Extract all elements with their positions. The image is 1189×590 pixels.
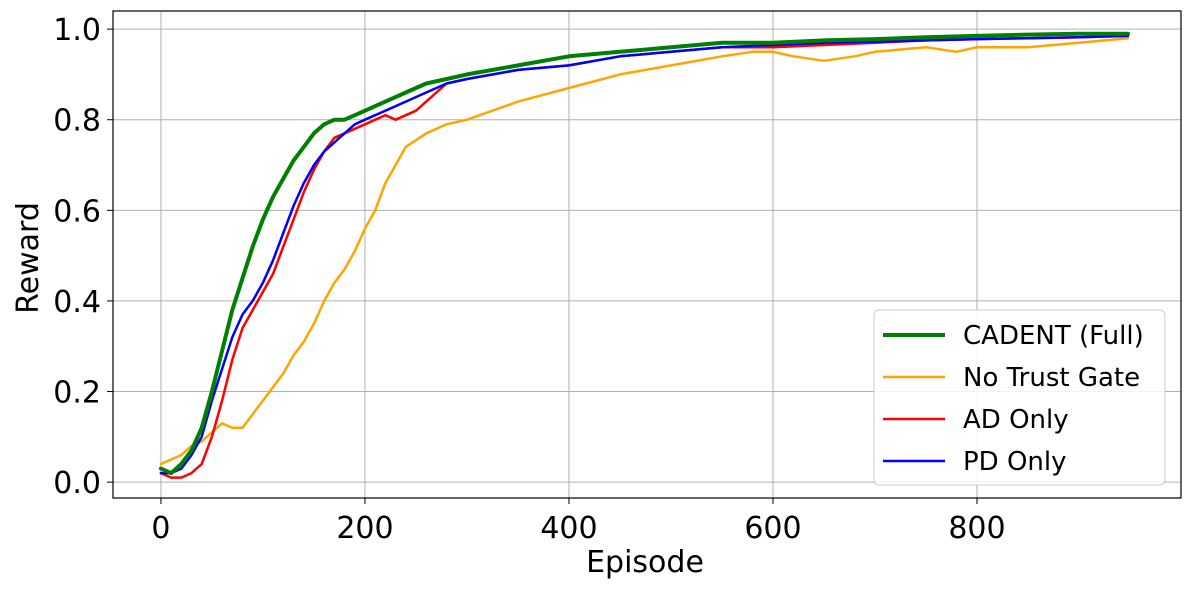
y-tick-label: 0.6 xyxy=(53,194,101,229)
plot-frame xyxy=(112,10,1182,499)
x-tick-label: 200 xyxy=(336,511,393,546)
legend-label-0: CADENT (Full) xyxy=(963,321,1144,351)
series-line-3 xyxy=(159,34,1130,475)
x-tick-label: 0 xyxy=(151,511,170,546)
x-tick-label: 800 xyxy=(948,511,1005,546)
y-tick-label: 1.0 xyxy=(53,13,101,48)
legend: CADENT (Full) No Trust Gate AD Only PD Only xyxy=(873,309,1166,486)
legend-box xyxy=(873,309,1166,486)
legend-label-2: AD Only xyxy=(963,405,1069,435)
series-line-2 xyxy=(159,34,1130,479)
y-tick-label: 0.2 xyxy=(53,376,101,411)
legend-label-1: No Trust Gate xyxy=(963,363,1140,393)
grid xyxy=(113,11,1181,498)
plot-lines xyxy=(158,31,1130,479)
x-tick-label: 400 xyxy=(540,511,597,546)
y-tick-label: 0.8 xyxy=(53,104,101,139)
x-tick-label: 600 xyxy=(744,511,801,546)
y-tick-label: 0.4 xyxy=(53,285,101,320)
series-line-1 xyxy=(159,36,1130,466)
legend-label-3: PD Only xyxy=(963,447,1067,477)
axis-ticks: 0 200 400 600 800 0.0 0.2 0.4 0.6 0.8 1.0 xyxy=(53,13,1005,546)
y-axis-label: Reward xyxy=(11,202,46,314)
x-axis-label: Episode xyxy=(586,545,704,580)
y-tick-label: 0.0 xyxy=(53,466,101,501)
series-line-0 xyxy=(158,31,1130,476)
